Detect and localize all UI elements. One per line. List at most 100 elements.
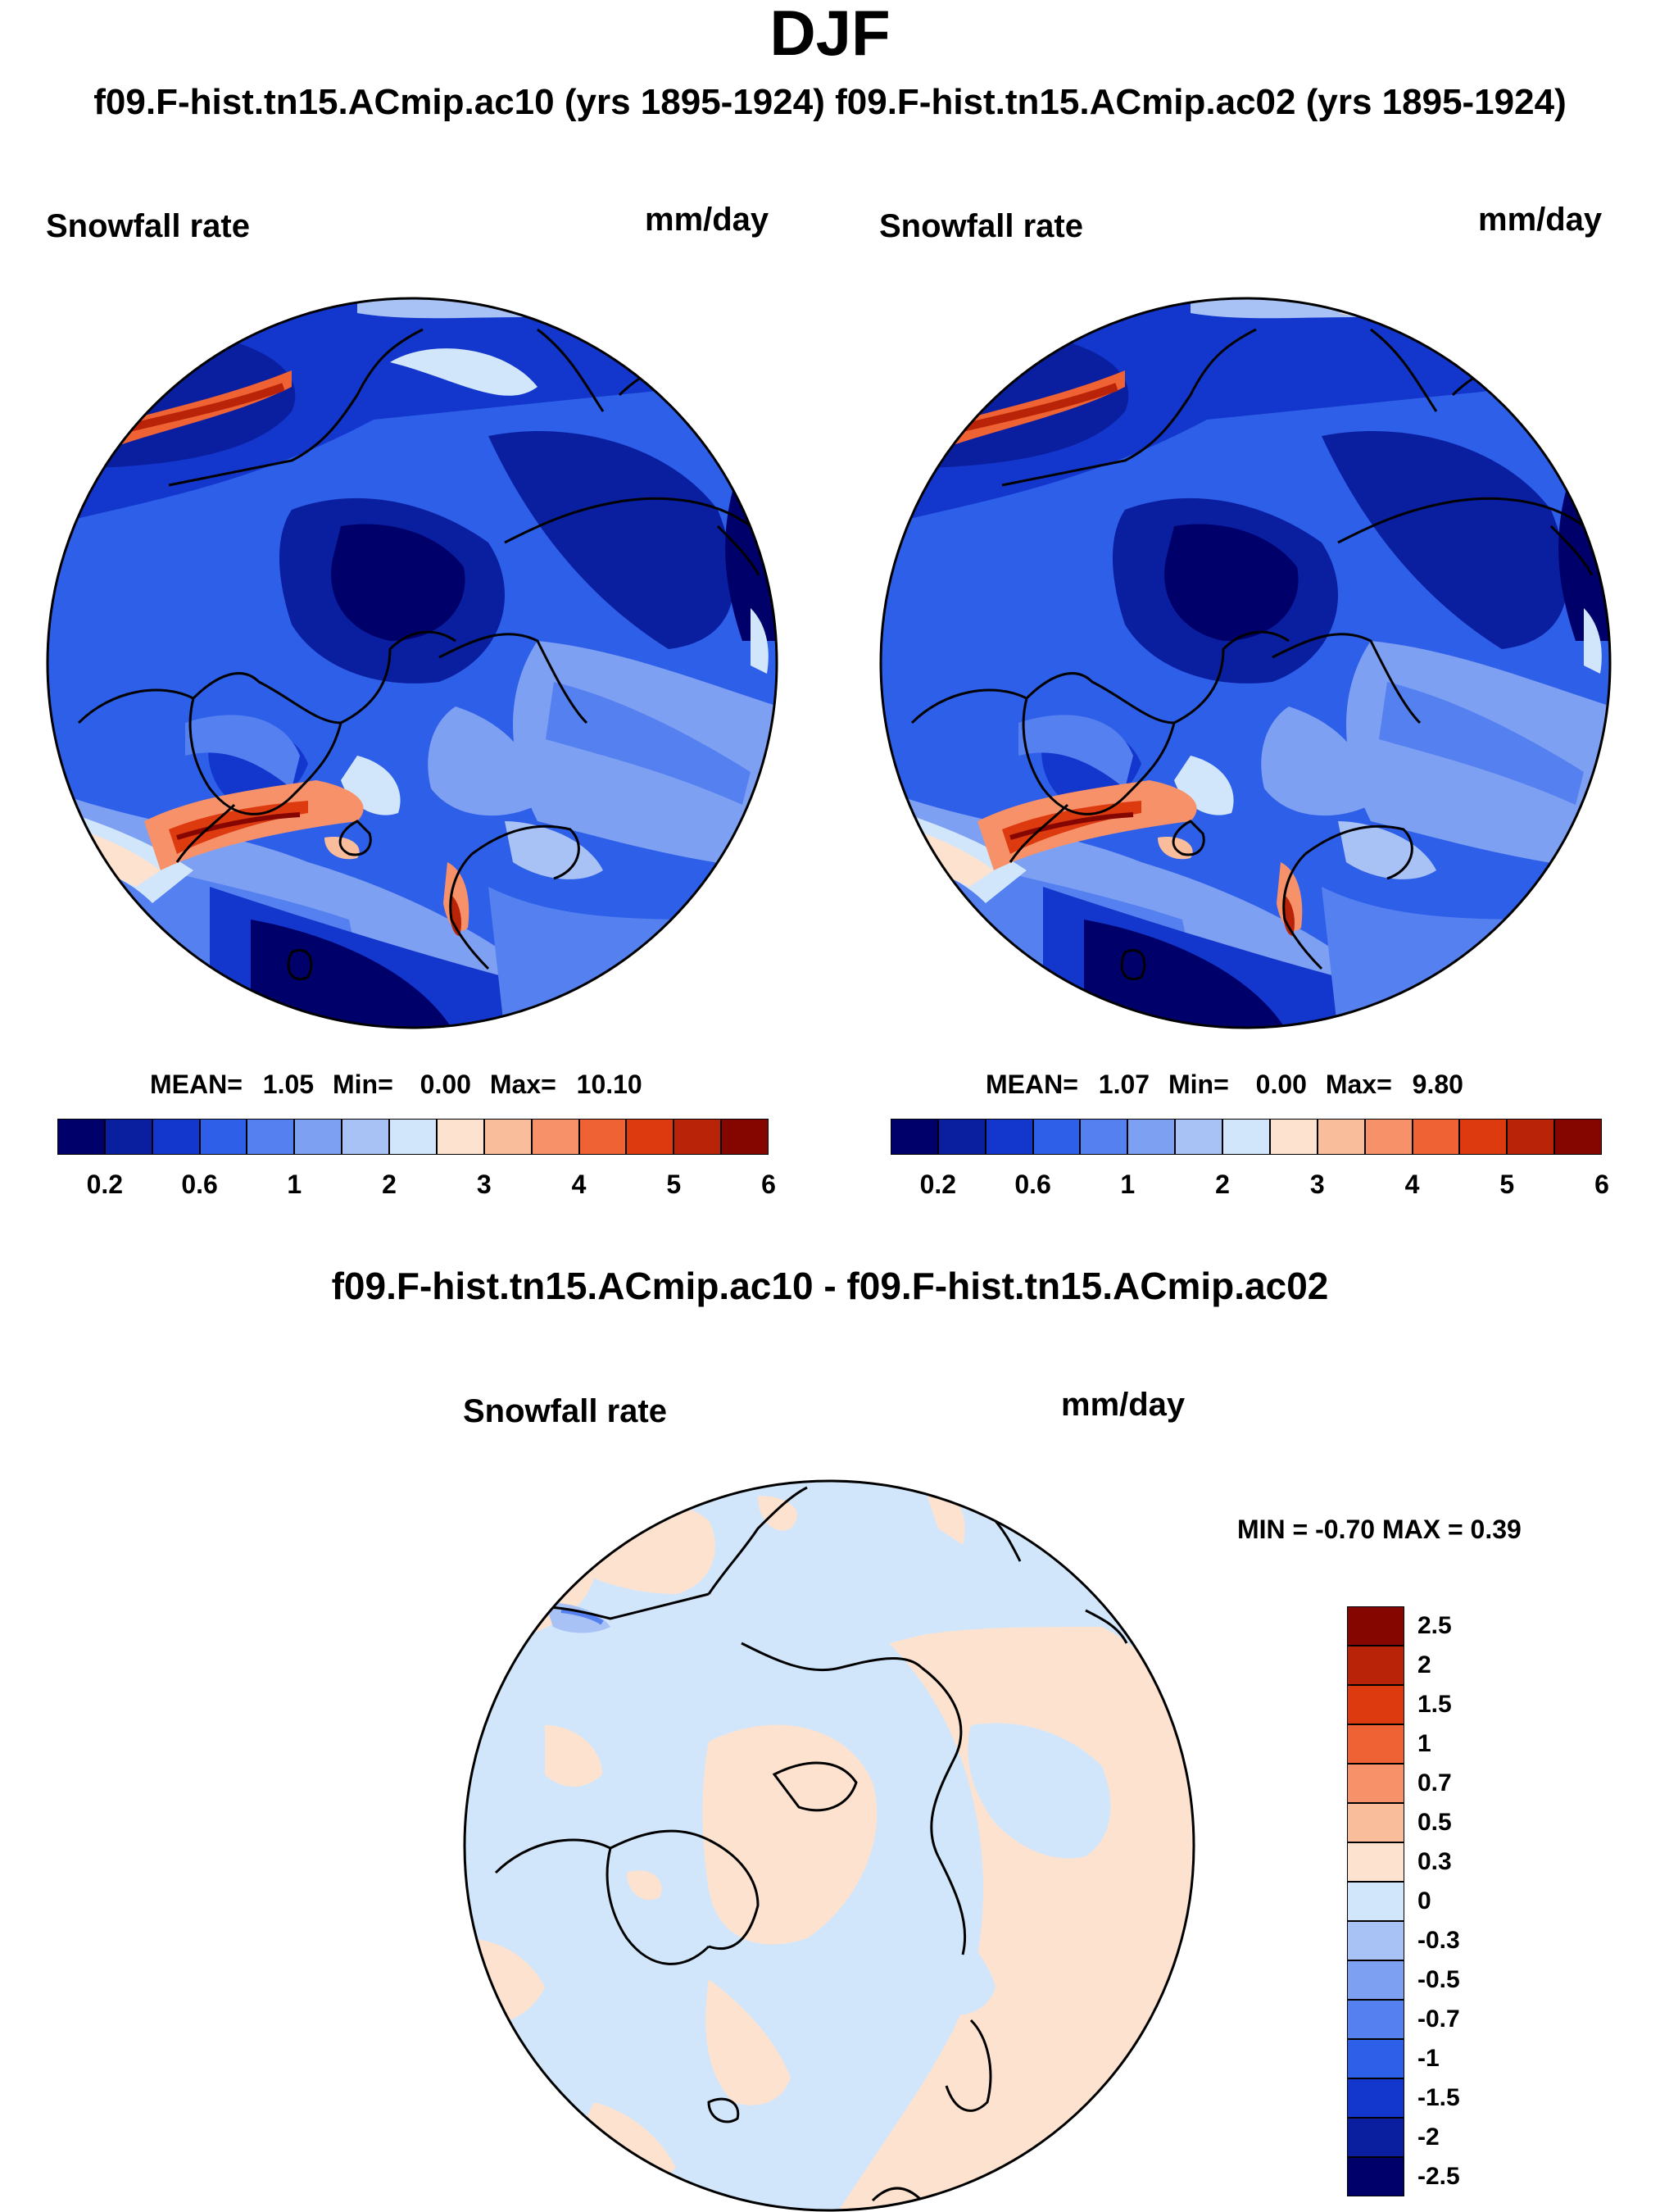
map-panel2 [879,297,1612,1029]
diff-colorbar-swatch [1347,1685,1404,1724]
panel1-mean-label: MEAN= [150,1070,243,1099]
panel1-max-value: 10.10 [576,1070,642,1099]
case-left-title: f09.F-hist.tn15.ACmip.ac10 (yrs 1895-192… [93,82,825,122]
panel1-colorbar-swatch [342,1119,390,1155]
panel2-colorbar-tick-label: 0.2 [919,1170,957,1199]
panel2-colorbar-swatch [1317,1119,1365,1155]
panel1-colorbar-swatch [531,1119,579,1155]
panel2-variable-label: Snowfall rate [879,208,1083,244]
diff-colorbar-tick-label: 0.5 [1417,1809,1452,1836]
panel2-min-label: Min= [1168,1070,1229,1099]
diff-colorbar-tick-label: -0.7 [1417,2005,1460,2033]
panel2-max-value: 9.80 [1412,1070,1463,1099]
panel1-colorbar [57,1119,769,1155]
diff-variable-label: Snowfall rate [463,1393,667,1429]
panel1-colorbar-swatch [294,1119,342,1155]
panel2-colorbar-swatch [1269,1119,1318,1155]
panel1-min-value: 0.00 [420,1070,471,1099]
panel1-colorbar-swatch [626,1119,674,1155]
map-difference [463,1479,1195,2212]
panel2-colorbar-swatch [1080,1119,1128,1155]
panel2-colorbar-swatch [1459,1119,1508,1155]
panel2-colorbar [891,1119,1602,1155]
diff-colorbar-tick-label: -2 [1417,2123,1440,2151]
season-title: DJF [769,0,891,69]
diff-colorbar-ticks: 2.5 2 1.5 1 0.7 0.5 0.3 0 -0.3 -0.5 -0.7 -1 -1.5 -2 -2… [1417,1606,1516,2196]
diff-colorbar-swatch [1347,1960,1404,2000]
panel1-colorbar-swatch [57,1119,105,1155]
difference-title: f09.F-hist.tn15.ACmip.ac10 - f09.F-hist.… [331,1265,1329,1307]
panel1-colorbar-tick-label: 4 [571,1170,587,1199]
panel2-max-label: Max= [1325,1070,1392,1099]
panel1-mean-value: 1.05 [262,1070,315,1099]
panel1-colorbar-swatch [152,1119,200,1155]
panel2-min-value: 0.00 [1255,1070,1307,1099]
diff-colorbar-tick-label: -0.5 [1417,1966,1460,1993]
panel2-colorbar-swatch [1554,1119,1602,1155]
diff-colorbar-swatch [1347,1724,1404,1764]
panel1-colorbar-ticks: 0.2 0.6 1 2 3 4 5 6 [57,1170,776,1200]
diff-colorbar-swatch [1347,1606,1404,1646]
panel2-colorbar-swatch [1507,1119,1555,1155]
diffmap-fields [465,1481,1194,2210]
case-right-title: f09.F-hist.tn15.ACmip.ac02 (yrs 1895-192… [835,82,1567,122]
panel2-colorbar-tick-label: 3 [1309,1170,1325,1199]
panel1-max-label: Max= [489,1070,556,1099]
map1-coastlines [77,328,760,981]
panel1-stats: MEAN= 1.05 Min= 0.00 Max= 10.10 [150,1070,642,1099]
panel1-colorbar-swatch [436,1119,484,1155]
panel2-colorbar-swatch [1032,1119,1081,1155]
map1-border [46,297,778,1029]
panel2-colorbar-ticks: 0.2 0.6 1 2 3 4 5 6 [891,1170,1609,1200]
diff-colorbar-tick-label: 2.5 [1417,1612,1452,1639]
panel1-colorbar-swatch [104,1119,152,1155]
panel2-stats: MEAN= 1.07 Min= 0.00 Max= 9.80 [986,1070,1463,1099]
panel1-colorbar-tick-label: 0.2 [86,1170,124,1199]
diff-colorbar-tick-label: 1 [1417,1730,1431,1757]
panel2-mean-value: 1.07 [1098,1070,1150,1099]
panel2-colorbar-swatch [937,1119,986,1155]
diff-colorbar-swatch [1347,1921,1404,1960]
panel1-colorbar-tick-label: 5 [666,1170,682,1199]
diff-colorbar-swatch [1347,1646,1404,1685]
panel1-colorbar-tick-label: 2 [382,1170,397,1199]
diff-colorbar-tick-label: -1 [1417,2045,1440,2072]
panel2-colorbar-tick-label: 5 [1499,1170,1515,1199]
panel2-colorbar-swatch [985,1119,1033,1155]
diff-colorbar-tick-label: 0.7 [1417,1769,1452,1796]
diff-colorbar-swatch [1347,2039,1404,2078]
panel1-units-label: mm/day [645,202,769,238]
panel2-colorbar-tick-label: 4 [1404,1170,1420,1199]
panel1-colorbar-tick-label: 3 [476,1170,492,1199]
panel2-colorbar-tick-label: 1 [1120,1170,1136,1199]
diff-colorbar-swatch [1347,2157,1404,2196]
panel1-colorbar-tick-label: 1 [287,1170,302,1199]
panel1-colorbar-swatch [721,1119,769,1155]
diff-colorbar-tick-label: 2 [1417,1651,1431,1678]
panel2-colorbar-swatch [1175,1119,1223,1155]
diff-colorbar-swatch [1347,1803,1404,1842]
diff-range-text: MIN = -0.70 MAX = 0.39 [1237,1515,1522,1544]
panel1-colorbar-swatch [578,1119,627,1155]
diff-colorbar-tick-label: -2.5 [1417,2163,1460,2190]
panel1-colorbar-swatch [674,1119,722,1155]
diff-colorbar-swatch [1347,1842,1404,1882]
panel2-mean-label: MEAN= [986,1070,1078,1099]
map2-border [879,297,1612,1029]
diff-colorbar-tick-label: 0 [1417,1887,1431,1914]
panel2-colorbar-tick-label: 6 [1594,1170,1609,1199]
panel1-colorbar-tick-label: 0.6 [181,1170,218,1199]
diff-colorbar-tick-label: -0.3 [1417,1927,1460,1954]
diff-colorbar-tick-label: 0.3 [1417,1848,1452,1875]
map2-coastlines [910,328,1594,981]
panel2-colorbar-tick-label: 0.6 [1014,1170,1051,1199]
panel2-colorbar-swatch [1412,1119,1460,1155]
panel2-colorbar-tick-label: 2 [1215,1170,1230,1199]
panel1-colorbar-swatch [389,1119,437,1155]
panel2-units-label: mm/day [1478,202,1603,238]
diff-colorbar-tick-label: -1.5 [1417,2084,1460,2111]
panel1-colorbar-swatch [483,1119,532,1155]
diff-colorbar-swatch [1347,2118,1404,2157]
diff-colorbar-swatch [1347,1882,1404,1921]
diff-units-label: mm/day [1061,1387,1186,1423]
